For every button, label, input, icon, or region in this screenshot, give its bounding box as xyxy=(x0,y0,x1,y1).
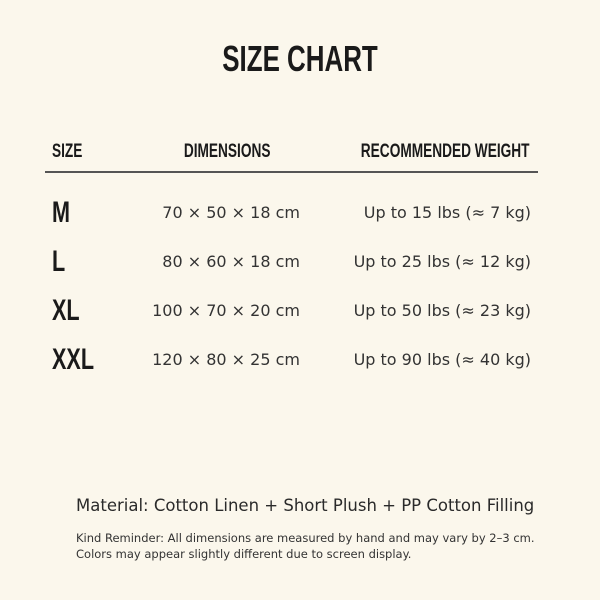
reminder-line: Kind Reminder: All dimensions are measur… xyxy=(76,531,535,545)
table-row: M 70 × 50 × 18 cm Up to 15 lbs (≈ 7 kg) xyxy=(0,196,600,236)
material-note: Material: Cotton Linen + Short Plush + P… xyxy=(76,496,535,515)
kind-reminder: Kind Reminder: All dimensions are measur… xyxy=(76,530,535,562)
weight-cell: Up to 15 lbs (≈ 7 kg) xyxy=(363,203,531,222)
dimensions-cell: 120 × 80 × 25 cm xyxy=(152,350,300,369)
dimensions-cell: 80 × 60 × 18 cm xyxy=(162,252,300,271)
weight-cell: Up to 50 lbs (≈ 23 kg) xyxy=(353,301,531,320)
dimensions-cell: 100 × 70 × 20 cm xyxy=(152,301,300,320)
reminder-line: Colors may appear slightly different due… xyxy=(76,547,412,561)
table-row: L 80 × 60 × 18 cm Up to 25 lbs (≈ 12 kg) xyxy=(0,245,600,285)
size-label: M xyxy=(52,196,70,229)
table-row: XL 100 × 70 × 20 cm Up to 50 lbs (≈ 23 k… xyxy=(0,294,600,334)
header-divider xyxy=(45,171,538,173)
header-weight: RECOMMENDED WEIGHT xyxy=(360,141,530,162)
header-dimensions: DIMENSIONS xyxy=(184,141,271,162)
page-title: SIZE CHART xyxy=(222,38,378,79)
size-label: XXL xyxy=(52,343,95,376)
dimensions-cell: 70 × 50 × 18 cm xyxy=(162,203,300,222)
weight-cell: Up to 25 lbs (≈ 12 kg) xyxy=(353,252,531,271)
size-label: XL xyxy=(52,294,80,327)
size-label: L xyxy=(52,245,66,278)
header-size: SIZE xyxy=(52,141,83,162)
weight-cell: Up to 90 lbs (≈ 40 kg) xyxy=(353,350,531,369)
table-row: XXL 120 × 80 × 25 cm Up to 90 lbs (≈ 40 … xyxy=(0,343,600,383)
